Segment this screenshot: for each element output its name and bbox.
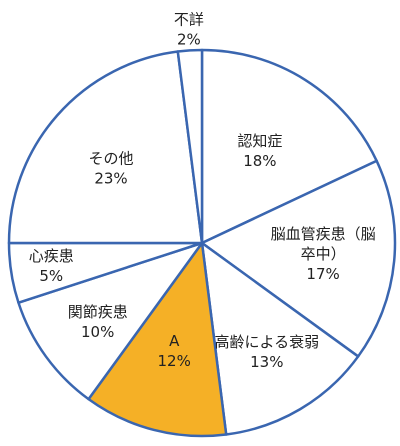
slice-value-label: 17% [306, 265, 339, 283]
slice-name-label: 高齢による衰弱 [215, 333, 320, 351]
slice-name-label: 関節疾患 [68, 303, 128, 321]
pie-slice [17, 241, 204, 401]
pie-slice [176, 48, 204, 245]
slice-label: 不詳 2% [174, 11, 204, 49]
slice-value-label: 2% [177, 31, 201, 49]
slice-name-label: その他 [88, 150, 133, 168]
pie-slice [200, 159, 397, 358]
pie-slice [7, 50, 204, 245]
slice-name-label: A [169, 332, 180, 350]
slice-name-label: 卒中） [301, 245, 346, 263]
slice-value-label: 13% [250, 353, 283, 371]
slice-name-label: 心疾患 [29, 247, 74, 265]
slice-label: 認知症 18% [237, 132, 282, 170]
pie-slice [200, 48, 378, 245]
slice-value-label: 12% [158, 352, 191, 370]
pie-slice [200, 241, 360, 436]
slice-label: 高齢による衰弱 13% [215, 333, 320, 371]
slice-label: 脳血管疾患（脳卒中） 17% [271, 225, 376, 283]
slice-label: 関節疾患 10% [68, 303, 128, 341]
slice-name-label: 脳血管疾患（脳 [271, 225, 376, 243]
pie-slices [7, 48, 397, 438]
pie-slice [87, 241, 228, 438]
slice-name-label: 認知症 [237, 132, 282, 150]
slice-value-label: 5% [39, 267, 63, 285]
slice-name-label: 不詳 [174, 11, 204, 29]
pie-labels: 認知症 18% 脳血管疾患（脳卒中） 17% 高齢による衰弱 13% A 12% 関節疾患 10%… [29, 11, 376, 372]
slice-value-label: 18% [243, 152, 276, 170]
slice-label: その他 23% [88, 150, 133, 188]
slice-value-label: 10% [81, 323, 114, 341]
slice-label: A 12% [158, 332, 191, 370]
slice-value-label: 23% [94, 170, 127, 188]
slice-label: 心疾患 5% [29, 247, 74, 285]
